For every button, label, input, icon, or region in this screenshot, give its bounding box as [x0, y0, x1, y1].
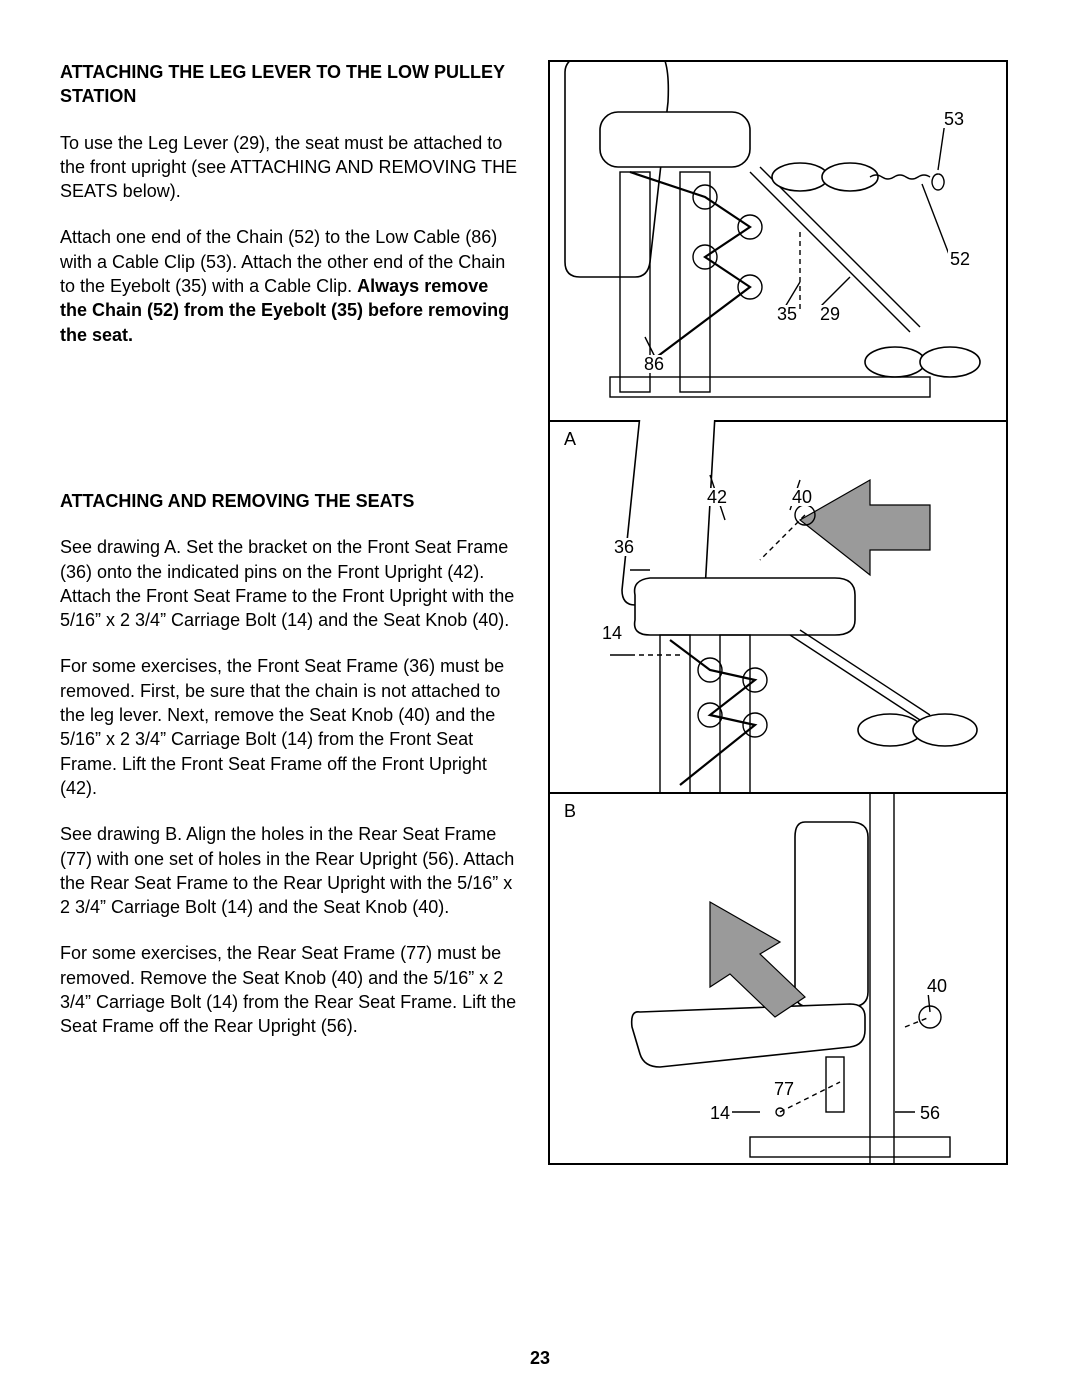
callout-86: 86 [642, 355, 666, 373]
figure-panel-top: 53 52 35 29 86 [550, 62, 1006, 420]
callout-52: 52 [948, 250, 972, 268]
callout-29: 29 [818, 305, 842, 323]
leg-lever-diagram-icon [550, 62, 1008, 420]
callout-a-40: 40 [790, 488, 814, 506]
section1-paragraph1: To use the Leg Lever (29), the seat must… [60, 131, 520, 204]
panel-a-letter: A [562, 430, 578, 448]
figure-panel-b: B 40 77 14 56 [550, 792, 1006, 1165]
callout-b-14: 14 [708, 1104, 732, 1122]
manual-page: ATTACHING THE LEG LEVER TO THE LOW PULLE… [0, 0, 1080, 1397]
section1-paragraph2: Attach one end of the Chain (52) to the … [60, 225, 520, 346]
page-number: 23 [0, 1348, 1080, 1369]
callout-a-14: 14 [600, 624, 624, 642]
section2-paragraph2: For some exercises, the Front Seat Frame… [60, 654, 520, 800]
figure-panel-a: A 42 40 36 14 [550, 420, 1006, 792]
callout-53: 53 [942, 110, 966, 128]
section2-paragraph1: See drawing A. Set the bracket on the Fr… [60, 535, 520, 632]
front-seat-diagram-icon [550, 420, 1008, 792]
callout-b-77: 77 [772, 1080, 796, 1098]
callout-a-42: 42 [705, 488, 729, 506]
section2-heading: ATTACHING AND REMOVING THE SEATS [60, 489, 520, 513]
vertical-spacer [60, 369, 520, 489]
section2-paragraph4: For some exercises, the Rear Seat Frame … [60, 941, 520, 1038]
panel-b-letter: B [562, 802, 578, 820]
text-column: ATTACHING THE LEG LEVER TO THE LOW PULLE… [60, 60, 520, 1240]
section1-heading: ATTACHING THE LEG LEVER TO THE LOW PULLE… [60, 60, 520, 109]
callout-b-56: 56 [918, 1104, 942, 1122]
callout-35: 35 [775, 305, 799, 323]
callout-b-40: 40 [925, 977, 949, 995]
figure-column: 53 52 35 29 86 [548, 60, 1008, 1240]
two-column-layout: ATTACHING THE LEG LEVER TO THE LOW PULLE… [60, 60, 1020, 1240]
figure-frame: 53 52 35 29 86 [548, 60, 1008, 1165]
section2-paragraph3: See drawing B. Align the holes in the Re… [60, 822, 520, 919]
callout-a-36: 36 [612, 538, 636, 556]
